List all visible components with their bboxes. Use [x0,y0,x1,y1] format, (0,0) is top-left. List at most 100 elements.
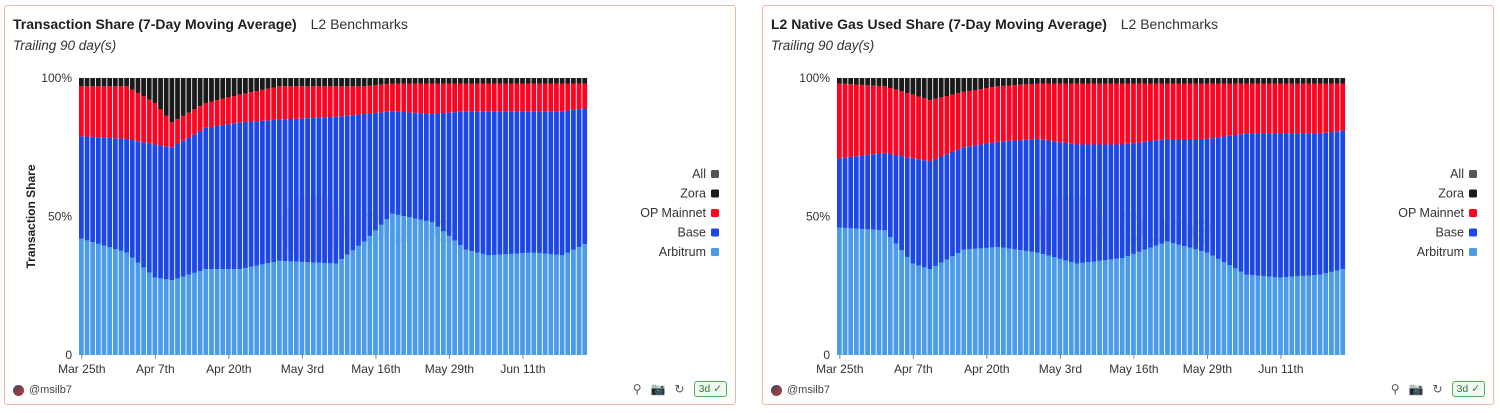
bar-segment-zora[interactable] [904,78,910,93]
bar-segment-op-mainnet[interactable] [893,89,899,155]
bar-segment-base[interactable] [107,137,113,248]
bar-segment-op-mainnet[interactable] [384,84,390,112]
bar-segment-arbitrum[interactable] [984,247,989,355]
bar-segment-arbitrum[interactable] [559,255,565,355]
bar-segment-base[interactable] [870,154,876,230]
bar-segment-op-mainnet[interactable] [1057,83,1063,143]
bar-segment-arbitrum[interactable] [452,240,458,355]
bar-segment-arbitrum[interactable] [571,249,576,355]
bar-segment-zora[interactable] [1040,78,1046,84]
bar-segment-base[interactable] [559,111,565,256]
bar-segment-zora[interactable] [548,78,554,84]
bar-segment-arbitrum[interactable] [576,246,582,355]
bar-segment-base[interactable] [893,155,899,244]
bar-segment-arbitrum[interactable] [180,276,186,355]
bar-segment-op-mainnet[interactable] [186,112,192,138]
bar-segment-op-mainnet[interactable] [474,83,480,112]
bar-segment-base[interactable] [446,112,452,236]
bar-segment-zora[interactable] [243,78,248,94]
bar-segment-arbitrum[interactable] [1232,268,1238,355]
bar-segment-zora[interactable] [1249,78,1255,84]
bar-segment-arbitrum[interactable] [1278,277,1283,355]
bar-segment-op-mainnet[interactable] [282,86,288,120]
bar-segment-zora[interactable] [231,78,237,96]
bar-segment-zora[interactable] [576,78,582,84]
bar-segment-arbitrum[interactable] [344,254,350,355]
bar-segment-base[interactable] [1114,144,1119,259]
bar-segment-arbitrum[interactable] [429,222,435,355]
bar-segment-arbitrum[interactable] [1142,249,1148,355]
bar-segment-base[interactable] [390,111,395,214]
bar-segment-zora[interactable] [1170,78,1176,84]
bar-segment-op-mainnet[interactable] [542,83,548,112]
bar-segment-zora[interactable] [1283,78,1289,84]
bar-segment-zora[interactable] [554,78,559,84]
bar-segment-zora[interactable] [1221,78,1227,84]
bar-segment-zora[interactable] [112,78,118,87]
bar-segment-op-mainnet[interactable] [197,106,203,132]
bar-segment-arbitrum[interactable] [118,250,124,355]
bar-segment-zora[interactable] [333,78,339,87]
bar-segment-op-mainnet[interactable] [1221,83,1227,137]
bar-segment-arbitrum[interactable] [520,253,525,355]
bar-segment-base[interactable] [542,111,548,254]
bar-segment-op-mainnet[interactable] [1272,83,1278,134]
bar-segment-base[interactable] [853,156,859,229]
bar-segment-op-mainnet[interactable] [559,83,565,112]
bar-segment-zora[interactable] [435,78,441,84]
bar-segment-op-mainnet[interactable] [1136,83,1142,143]
bar-segment-op-mainnet[interactable] [293,86,299,119]
bar-segment-arbitrum[interactable] [1210,255,1216,355]
bar-segment-arbitrum[interactable] [412,218,418,355]
legend-item[interactable]: Zora [1438,187,1477,201]
bar-segment-zora[interactable] [180,78,186,116]
bar-segment-op-mainnet[interactable] [440,83,446,114]
bar-segment-zora[interactable] [486,78,491,84]
bar-segment-arbitrum[interactable] [955,252,961,355]
bar-segment-base[interactable] [248,121,254,267]
bar-segment-arbitrum[interactable] [175,278,180,355]
bar-segment-op-mainnet[interactable] [259,89,265,121]
bar-segment-zora[interactable] [1148,78,1153,84]
bar-segment-zora[interactable] [463,78,469,84]
bar-segment-base[interactable] [1085,144,1091,263]
bar-segment-arbitrum[interactable] [395,214,401,355]
bar-segment-arbitrum[interactable] [1289,276,1295,355]
bar-segment-base[interactable] [429,114,435,223]
bar-segment-zora[interactable] [1289,78,1295,84]
bar-segment-op-mainnet[interactable] [1266,83,1272,134]
bar-segment-arbitrum[interactable] [1040,254,1046,355]
bar-segment-base[interactable] [927,161,933,270]
bar-segment-zora[interactable] [452,78,458,84]
bar-segment-op-mainnet[interactable] [457,83,463,112]
bar-segment-op-mainnet[interactable] [944,96,950,155]
bar-segment-arbitrum[interactable] [339,259,344,355]
bar-segment-base[interactable] [576,109,582,247]
bar-segment-base[interactable] [1165,138,1170,242]
bar-segment-arbitrum[interactable] [1051,257,1057,355]
bar-segment-arbitrum[interactable] [271,262,277,355]
bar-segment-op-mainnet[interactable] [243,93,248,122]
bar-segment-zora[interactable] [418,78,424,84]
bar-segment-zora[interactable] [356,78,361,87]
bar-segment-op-mainnet[interactable] [327,86,333,118]
bar-segment-op-mainnet[interactable] [1238,83,1244,135]
bar-segment-op-mainnet[interactable] [418,83,424,114]
bar-segment-op-mainnet[interactable] [220,98,226,126]
bar-segment-base[interactable] [1057,142,1063,259]
bar-segment-zora[interactable] [1023,78,1029,85]
bar-segment-zora[interactable] [395,78,401,84]
bar-segment-arbitrum[interactable] [1300,275,1306,355]
bar-segment-base[interactable] [203,127,209,270]
bar-segment-arbitrum[interactable] [1136,251,1142,355]
avatar[interactable] [771,384,782,396]
bar-segment-op-mainnet[interactable] [525,83,531,112]
bar-segment-op-mainnet[interactable] [344,86,350,116]
bar-segment-base[interactable] [440,113,446,232]
bar-segment-base[interactable] [1255,133,1261,276]
bar-segment-op-mainnet[interactable] [1119,83,1125,145]
bar-segment-arbitrum[interactable] [1204,252,1210,355]
bar-segment-base[interactable] [322,117,327,264]
bar-segment-arbitrum[interactable] [893,243,899,355]
bar-segment-op-mainnet[interactable] [1034,83,1040,139]
